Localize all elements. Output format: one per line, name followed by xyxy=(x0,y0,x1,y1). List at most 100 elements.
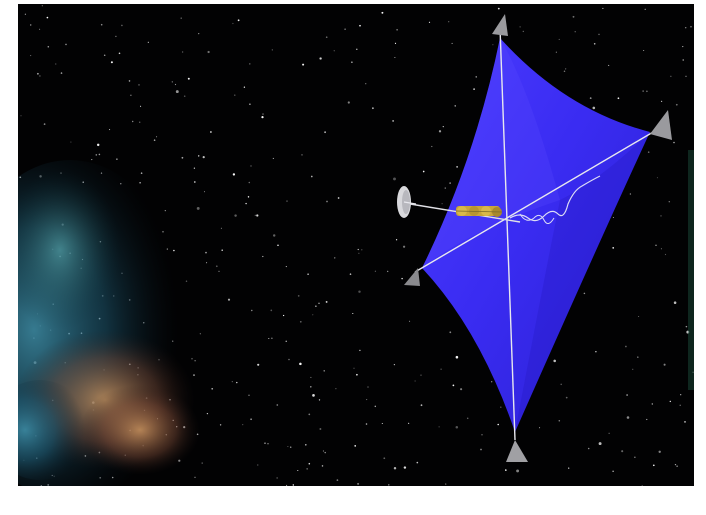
star xyxy=(438,426,440,428)
star xyxy=(286,200,288,202)
star xyxy=(285,266,287,268)
star xyxy=(310,386,312,388)
star xyxy=(326,200,328,203)
star xyxy=(201,462,203,464)
star xyxy=(589,97,592,99)
star xyxy=(181,51,184,53)
star xyxy=(522,30,524,33)
star xyxy=(647,151,650,153)
star xyxy=(387,270,389,273)
star xyxy=(196,206,200,210)
star xyxy=(656,177,658,179)
star xyxy=(30,55,32,57)
star xyxy=(646,90,648,93)
star xyxy=(271,337,273,339)
star xyxy=(243,86,246,88)
star xyxy=(497,423,499,426)
payload-module xyxy=(455,206,503,217)
star xyxy=(608,64,610,66)
star xyxy=(312,314,314,316)
tether-coil xyxy=(509,175,601,222)
boom-tip xyxy=(404,268,420,286)
star xyxy=(358,252,360,254)
star xyxy=(445,483,447,485)
star xyxy=(276,477,278,479)
star xyxy=(352,312,354,315)
star xyxy=(312,394,315,397)
star xyxy=(248,181,251,184)
star xyxy=(366,399,368,401)
star xyxy=(626,394,628,396)
star xyxy=(308,413,311,416)
star xyxy=(110,61,113,64)
star xyxy=(669,400,672,403)
star xyxy=(455,426,459,429)
star xyxy=(646,418,648,421)
star xyxy=(318,302,320,304)
star xyxy=(393,363,396,366)
star xyxy=(183,95,186,97)
star xyxy=(288,358,290,361)
star xyxy=(674,463,677,466)
star xyxy=(272,234,276,237)
star xyxy=(334,257,336,259)
star xyxy=(267,443,269,445)
star xyxy=(516,469,520,473)
star xyxy=(268,337,270,340)
star xyxy=(374,405,377,408)
star xyxy=(287,445,289,448)
star xyxy=(289,446,292,448)
star xyxy=(668,200,671,203)
star xyxy=(232,173,236,176)
star xyxy=(47,45,50,48)
star xyxy=(500,406,502,408)
star xyxy=(593,43,596,45)
edge-glow xyxy=(688,150,694,390)
star xyxy=(39,75,41,77)
star xyxy=(29,24,32,26)
star xyxy=(185,280,188,283)
star xyxy=(115,35,117,38)
star xyxy=(215,265,218,268)
star xyxy=(344,28,346,30)
star xyxy=(365,83,367,85)
star xyxy=(257,464,259,466)
star xyxy=(481,434,483,436)
star xyxy=(676,465,678,467)
star xyxy=(297,469,299,472)
star xyxy=(393,467,397,470)
star xyxy=(416,461,419,464)
star xyxy=(480,448,482,451)
star xyxy=(277,244,279,246)
star xyxy=(670,75,672,77)
boom-tip xyxy=(506,440,528,462)
star xyxy=(299,362,302,366)
star xyxy=(568,467,570,469)
star xyxy=(220,227,222,229)
star xyxy=(394,56,396,59)
star xyxy=(202,156,205,159)
star xyxy=(638,315,640,318)
star xyxy=(237,19,240,22)
star xyxy=(323,370,325,372)
star xyxy=(680,394,682,396)
star xyxy=(193,167,196,169)
star xyxy=(438,130,442,133)
star xyxy=(454,105,456,107)
star xyxy=(634,456,636,458)
star xyxy=(452,384,455,387)
star xyxy=(247,196,250,198)
star xyxy=(60,72,63,74)
nebula xyxy=(18,160,200,486)
star xyxy=(441,203,443,205)
star xyxy=(473,88,475,90)
star xyxy=(403,466,407,469)
star xyxy=(103,54,106,57)
star xyxy=(70,141,72,143)
star xyxy=(448,21,450,23)
star xyxy=(394,42,397,45)
star xyxy=(402,245,406,248)
star xyxy=(353,367,355,369)
star xyxy=(660,215,662,217)
star xyxy=(356,373,358,376)
